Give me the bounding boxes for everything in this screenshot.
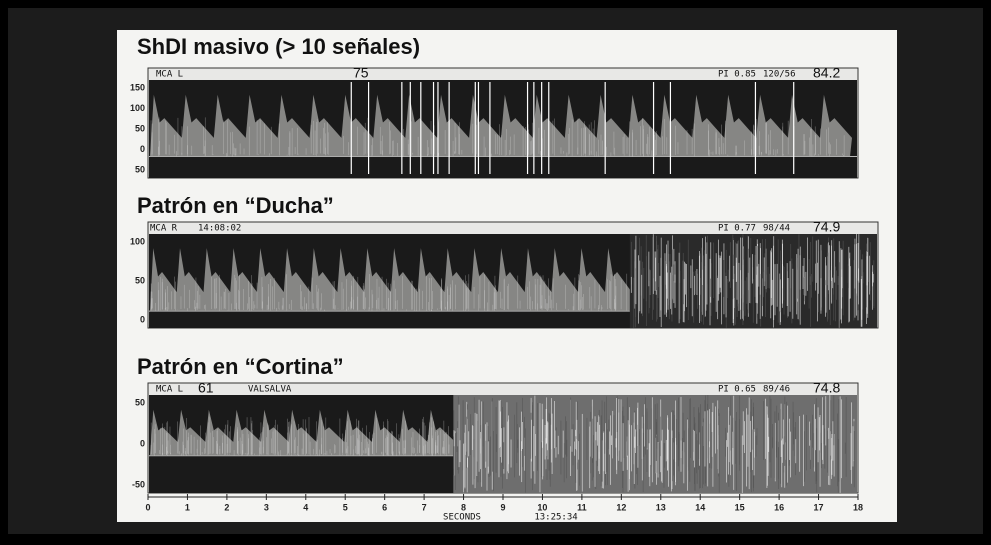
header-velocities: 98/44 — [763, 224, 790, 234]
x-tick-label: 2 — [224, 502, 229, 512]
y-tick-label: 0 — [140, 144, 145, 154]
slide: ShDI masivo (> 10 señales)MCA L75PI 0.85… — [0, 0, 991, 540]
panel-title: ShDI masivo (> 10 señales) — [137, 34, 420, 59]
x-tick-label: 7 — [422, 502, 427, 512]
header-depth: 61 — [198, 380, 214, 396]
x-tick-label: 10 — [537, 502, 547, 512]
y-tick-label: 50 — [135, 164, 145, 174]
header-depth: 75 — [353, 65, 369, 81]
header-mean: 74.8 — [813, 380, 840, 396]
header-velocities: 120/56 — [763, 70, 796, 80]
header-vessel: MCA L — [156, 385, 183, 395]
y-tick-label: 50 — [135, 397, 145, 407]
x-axis-time: 13:25:34 — [534, 513, 577, 523]
header-mean: 84.2 — [813, 65, 840, 81]
y-tick-label: 50 — [135, 275, 145, 285]
header-maneuver: VALSALVA — [248, 385, 292, 395]
panel-title: Patrón en “Ducha” — [137, 193, 334, 218]
x-tick-label: 8 — [461, 502, 466, 512]
panel-title: Patrón en “Cortina” — [137, 354, 344, 379]
x-tick-label: 14 — [695, 502, 705, 512]
y-tick-label: 0 — [140, 438, 145, 448]
y-tick-label: 100 — [130, 103, 145, 113]
header-pi: PI 0.77 — [718, 224, 756, 234]
x-tick-label: 11 — [577, 502, 587, 512]
x-tick-label: 16 — [774, 502, 784, 512]
x-tick-label: 13 — [656, 502, 666, 512]
x-tick-label: 18 — [853, 502, 863, 512]
x-tick-label: 3 — [264, 502, 269, 512]
header-clock: 14:08:02 — [198, 224, 241, 234]
y-tick-label: -50 — [132, 479, 145, 489]
header-vessel: MCA R — [150, 224, 178, 234]
x-tick-label: 4 — [303, 502, 308, 512]
x-tick-label: 5 — [343, 502, 348, 512]
header-pi: PI 0.65 — [718, 385, 756, 395]
y-tick-label: 50 — [135, 123, 145, 133]
x-tick-label: 9 — [500, 502, 505, 512]
header-vessel: MCA L — [156, 70, 183, 80]
header-velocities: 89/46 — [763, 385, 790, 395]
x-tick-label: 17 — [814, 502, 824, 512]
y-tick-label: 100 — [130, 236, 145, 246]
x-tick-label: 15 — [735, 502, 745, 512]
header-pi: PI 0.85 — [718, 70, 756, 80]
x-tick-label: 0 — [145, 502, 150, 512]
x-tick-label: 12 — [616, 502, 626, 512]
x-axis-label: SECONDS — [443, 513, 481, 523]
y-tick-label: 150 — [130, 82, 145, 92]
header-mean: 74.9 — [813, 219, 840, 235]
x-tick-label: 1 — [185, 502, 190, 512]
y-tick-label: 0 — [140, 314, 145, 324]
x-tick-label: 6 — [382, 502, 387, 512]
